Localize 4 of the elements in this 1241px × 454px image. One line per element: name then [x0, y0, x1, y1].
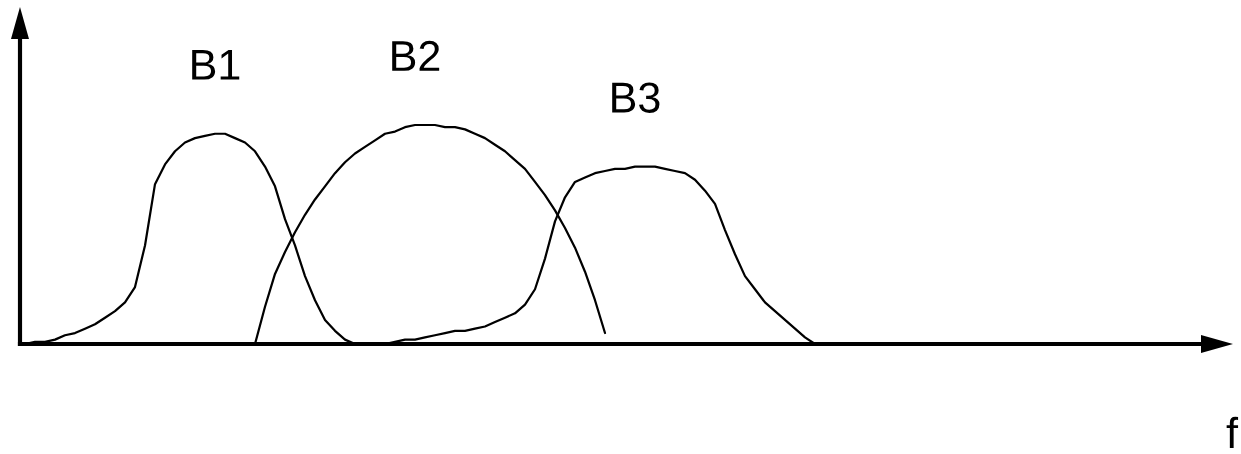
series-label: B2: [392, 40, 440, 71]
x-axis-title: f: [1226, 416, 1239, 448]
series-label: B3: [612, 82, 660, 113]
series-label: B1: [192, 50, 240, 80]
